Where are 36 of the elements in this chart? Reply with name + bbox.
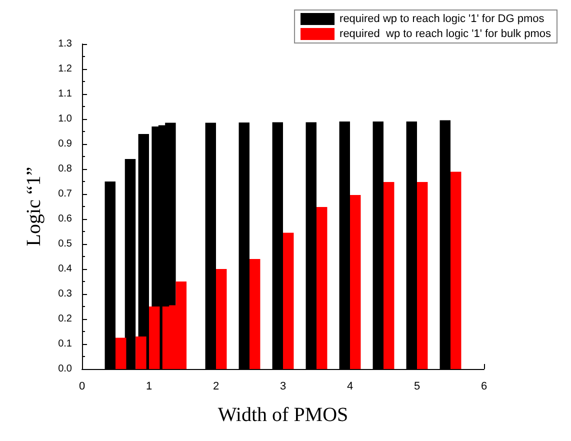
y-tick-label: 0.2 bbox=[58, 314, 72, 324]
bar bbox=[136, 336, 146, 369]
bar bbox=[384, 182, 394, 369]
y-tick-label: 0.0 bbox=[58, 364, 72, 374]
y-tick-label: 1.3 bbox=[58, 38, 72, 50]
y-tick-label: 0.1 bbox=[58, 338, 72, 350]
x-tick-label: 0 bbox=[78, 380, 86, 392]
bar bbox=[316, 207, 328, 369]
x-tick-label: 1 bbox=[146, 380, 152, 392]
x-tick-label: 5 bbox=[414, 380, 420, 392]
y-tick-label: 0.5 bbox=[58, 238, 72, 250]
y-axis-title: Logic “1” bbox=[23, 166, 45, 246]
legend-label: required wp to reach logic '1' for bulk pmos bbox=[340, 28, 552, 40]
y-tick-label: 0.9 bbox=[58, 138, 72, 150]
y-tick-label: 1.0 bbox=[58, 114, 72, 124]
x-axis-title: Width of PMOS bbox=[218, 404, 348, 426]
bar bbox=[417, 182, 428, 369]
x-tick-label: 6 bbox=[480, 380, 488, 392]
y-tick-label: 0.8 bbox=[58, 164, 72, 174]
y-tick-label: 1.2 bbox=[58, 64, 72, 74]
x-tick-label: 2 bbox=[212, 380, 220, 392]
y-tick-label: 1.1 bbox=[58, 88, 72, 100]
x-tick-label: 3 bbox=[280, 380, 286, 392]
y-tick-label: 0.6 bbox=[58, 214, 72, 224]
y-tick-label: 0.3 bbox=[58, 288, 72, 300]
bar bbox=[283, 232, 294, 369]
bar bbox=[216, 269, 227, 369]
x-tick-label: 4 bbox=[346, 380, 354, 392]
bar bbox=[116, 338, 126, 369]
bar bbox=[350, 195, 361, 369]
y-tick-label: 0.7 bbox=[58, 188, 72, 200]
legend-label: required wp to reach logic '1' for DG pmos bbox=[340, 13, 545, 25]
y-tick-label: 0.4 bbox=[58, 264, 72, 274]
bar bbox=[250, 259, 260, 369]
bar bbox=[450, 172, 462, 369]
bar bbox=[149, 306, 160, 369]
